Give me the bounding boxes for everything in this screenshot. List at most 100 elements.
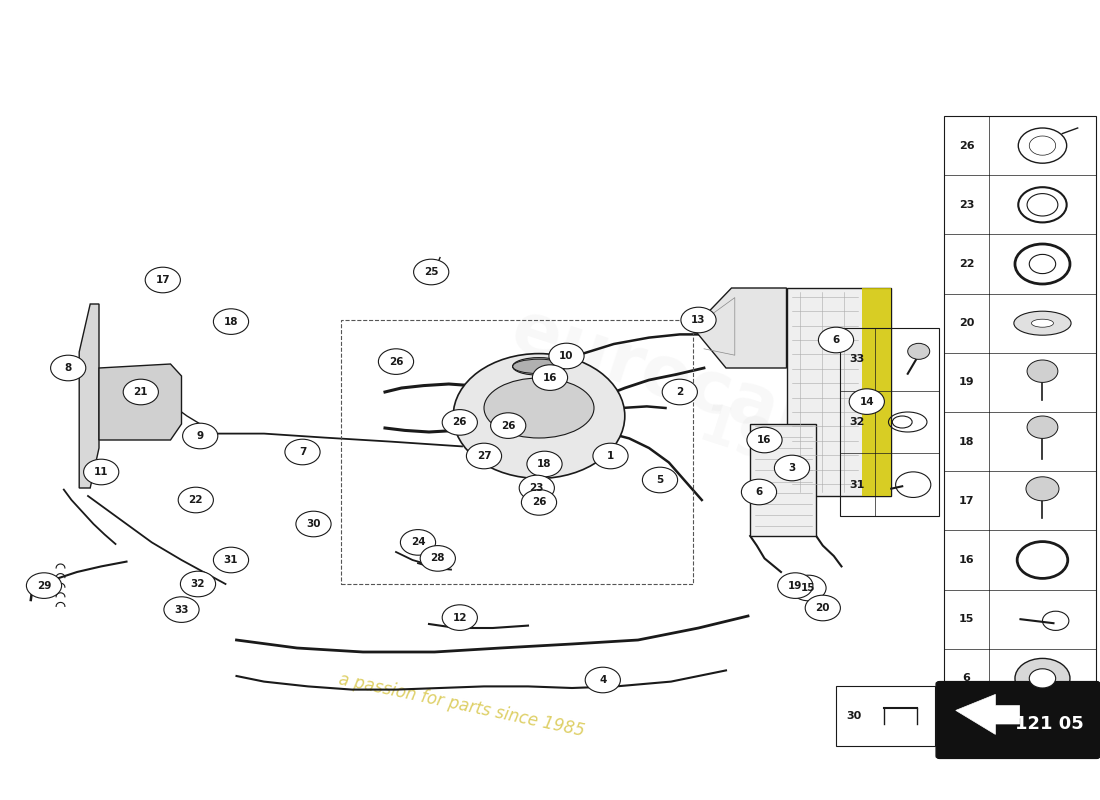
Circle shape [400,530,436,555]
Circle shape [747,427,782,453]
Text: 30: 30 [846,710,861,721]
Text: 26: 26 [452,418,468,427]
Ellipse shape [1014,311,1071,335]
Bar [840,328,939,516]
Text: 25: 25 [424,267,439,277]
Text: 18: 18 [223,317,239,326]
Circle shape [549,343,584,369]
Text: 26: 26 [388,357,404,366]
Bar [750,424,816,536]
Circle shape [791,575,826,601]
Circle shape [26,573,62,598]
Text: 6: 6 [833,335,839,345]
Text: 27: 27 [476,451,492,461]
Text: 1: 1 [607,451,614,461]
Text: 31: 31 [849,480,865,490]
Text: 17: 17 [959,496,975,506]
Circle shape [818,327,854,353]
Circle shape [442,605,477,630]
Circle shape [213,309,249,334]
Polygon shape [79,304,99,488]
Circle shape [1027,360,1058,382]
Bar [836,686,935,746]
Circle shape [741,479,777,505]
Circle shape [778,573,813,598]
Text: 6: 6 [962,674,970,683]
Text: 23: 23 [959,200,975,210]
Text: 9: 9 [197,431,204,441]
Text: 14: 14 [859,397,874,406]
Polygon shape [693,288,786,368]
Text: 33: 33 [174,605,189,614]
Text: 121 05: 121 05 [1015,714,1084,733]
Bar [0,0,946,800]
Text: 16: 16 [959,555,975,565]
Text: 11: 11 [94,467,109,477]
Text: 15: 15 [801,583,816,593]
Circle shape [585,667,620,693]
Circle shape [519,475,554,501]
Text: 18: 18 [959,437,975,446]
Circle shape [1030,669,1056,688]
Text: 20: 20 [815,603,830,613]
Polygon shape [99,364,182,440]
Text: 32: 32 [849,417,865,427]
Text: 26: 26 [531,498,547,507]
Text: 21: 21 [133,387,148,397]
Text: 30: 30 [306,519,321,529]
Circle shape [84,459,119,485]
Text: 6: 6 [756,487,762,497]
Text: 8: 8 [65,363,72,373]
Circle shape [491,413,526,438]
Text: 23: 23 [529,483,544,493]
FancyBboxPatch shape [936,682,1100,758]
Circle shape [849,389,884,414]
Circle shape [1015,658,1070,698]
Polygon shape [956,694,1020,734]
Text: 1985: 1985 [692,401,848,495]
Text: 31: 31 [223,555,239,565]
Bar [341,320,693,584]
Circle shape [442,410,477,435]
Text: 33: 33 [849,354,865,364]
Text: 12: 12 [452,613,468,622]
Circle shape [164,597,199,622]
Text: 3: 3 [789,463,795,473]
Circle shape [532,365,568,390]
Text: 26: 26 [959,141,975,150]
Text: 29: 29 [36,581,52,590]
Circle shape [414,259,449,285]
Text: a passion for parts since 1985: a passion for parts since 1985 [338,670,586,741]
Text: eurocars: eurocars [502,296,862,472]
Circle shape [1027,416,1058,438]
Text: 13: 13 [691,315,706,325]
Bar [786,288,891,496]
Circle shape [642,467,678,493]
Circle shape [453,354,625,478]
Circle shape [420,546,455,571]
Ellipse shape [513,358,565,375]
Circle shape [466,443,502,469]
Circle shape [805,595,840,621]
Text: 18: 18 [537,459,552,469]
Circle shape [378,349,414,374]
Text: 19: 19 [788,581,803,590]
Text: 16: 16 [757,435,772,445]
Circle shape [296,511,331,537]
Circle shape [51,355,86,381]
Text: 7: 7 [299,447,306,457]
Text: 28: 28 [430,554,446,563]
Circle shape [593,443,628,469]
Text: 22: 22 [959,259,975,269]
Text: 32: 32 [190,579,206,589]
Circle shape [681,307,716,333]
Ellipse shape [1032,319,1054,327]
Circle shape [178,487,213,513]
Circle shape [527,451,562,477]
Circle shape [1026,477,1059,501]
Text: 4: 4 [600,675,606,685]
Circle shape [183,423,218,449]
Ellipse shape [484,378,594,438]
Circle shape [145,267,180,293]
Circle shape [521,490,557,515]
